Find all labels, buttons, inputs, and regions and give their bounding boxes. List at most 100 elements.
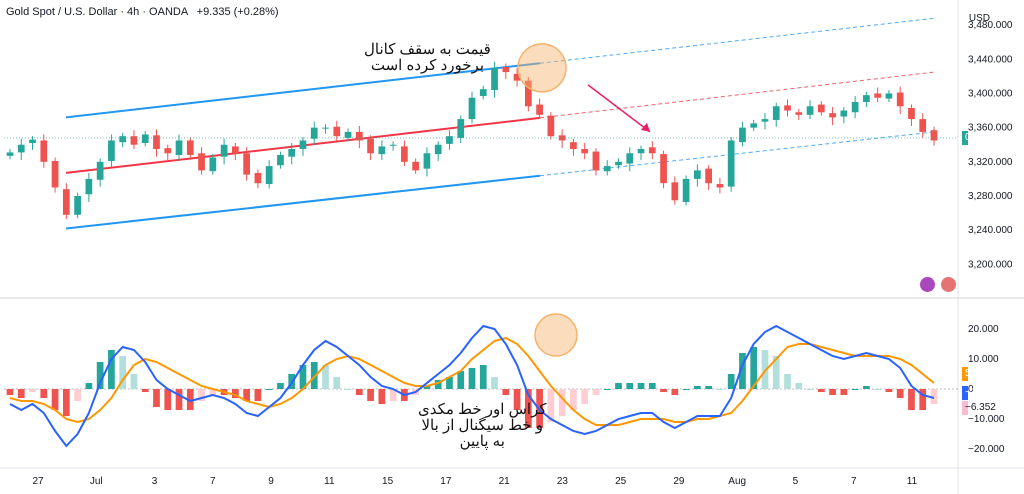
candle-body xyxy=(333,126,341,137)
candle-body xyxy=(367,138,374,154)
time-tick-label: 29 xyxy=(673,476,685,487)
candle-body xyxy=(175,140,183,155)
candle-body xyxy=(581,149,589,154)
histogram-bar xyxy=(851,389,859,390)
histogram-bar xyxy=(277,383,284,389)
price-tick-label: 3,280.000 xyxy=(968,191,1013,202)
histogram-bar xyxy=(908,389,915,410)
histogram-bar xyxy=(795,383,803,389)
candle-body xyxy=(626,153,634,164)
candle-body xyxy=(637,149,645,154)
us-flag-icon[interactable] xyxy=(941,277,957,293)
histogram-bar xyxy=(840,389,848,395)
candle-body xyxy=(524,80,532,107)
channel-top-highlight xyxy=(517,43,567,93)
annotation-line: قیمت به سقف کانال xyxy=(364,41,491,58)
candle-body xyxy=(74,196,81,215)
time-tick-label: 5 xyxy=(793,476,799,487)
lightning-icon[interactable] xyxy=(920,277,935,293)
histogram-bar xyxy=(423,386,431,389)
time-tick-label: 17 xyxy=(440,476,452,487)
candle-body xyxy=(344,131,352,138)
histogram-bar xyxy=(209,389,217,395)
candle-body xyxy=(502,66,510,73)
histogram-bar xyxy=(558,389,566,416)
histogram-bar xyxy=(119,356,127,389)
candle-body xyxy=(40,140,48,162)
candle-body xyxy=(739,127,746,143)
price-tick-label: 3,320.000 xyxy=(968,157,1013,168)
macd-tick-label: 0 xyxy=(968,384,974,395)
histogram-bar xyxy=(479,365,487,389)
candle-body xyxy=(434,144,442,155)
histogram-bar xyxy=(491,377,498,389)
histogram-bar xyxy=(74,389,81,401)
time-tick-label: 15 xyxy=(382,476,394,487)
candle-body xyxy=(355,131,363,141)
countdown-badge: 02:41:08 xyxy=(962,130,1004,145)
candle-body xyxy=(536,104,543,115)
histogram-bar xyxy=(772,356,780,389)
chart-header: Gold Spot / U.S. Dollar · 4h · OANDA +9.… xyxy=(6,6,279,18)
histogram-bar xyxy=(581,389,589,404)
annotation-channel-top: قیمت به سقف کانال برخورد کرده است xyxy=(364,42,491,74)
candle-body xyxy=(220,144,228,157)
candle-body xyxy=(570,142,577,149)
candle-body xyxy=(896,92,904,107)
histogram-bar xyxy=(232,389,239,398)
candle-body xyxy=(265,166,273,185)
candle-body xyxy=(378,146,386,155)
candle-body xyxy=(615,161,622,166)
downtrend-arrow xyxy=(587,84,651,133)
candle-body xyxy=(694,170,701,179)
candle-body xyxy=(863,95,870,102)
histogram-bar xyxy=(739,353,746,389)
candle-body xyxy=(401,146,408,162)
candle-body xyxy=(141,134,149,144)
candle-body xyxy=(423,153,431,169)
annotation-macd-cross: کراس اور خط مکدی و خط سیگنال از بالا به … xyxy=(418,402,547,450)
histogram-bar xyxy=(265,389,273,390)
candle-body xyxy=(468,97,476,120)
time-tick-label: 25 xyxy=(615,476,627,487)
candle-body xyxy=(829,113,836,118)
histogram-bar xyxy=(829,389,836,395)
histogram-bar xyxy=(863,386,870,389)
candle-body xyxy=(784,105,791,111)
candle-body xyxy=(930,130,938,141)
histogram-bar xyxy=(694,386,701,389)
histogram-bar xyxy=(750,347,758,389)
histogram-bar xyxy=(29,389,36,392)
candle-body xyxy=(885,93,893,99)
candle-body xyxy=(322,127,329,129)
candle-body xyxy=(716,184,724,188)
signal-line xyxy=(9,336,935,426)
time-tick-label: 11 xyxy=(907,476,918,487)
histogram-bar xyxy=(930,389,938,404)
histogram-bar xyxy=(761,350,769,389)
channel-upper-line-solid xyxy=(65,62,541,119)
histogram-bar xyxy=(153,389,160,407)
histogram-bar xyxy=(502,389,510,395)
channel-mid-line-dashed xyxy=(539,71,935,119)
candle-body xyxy=(446,136,453,144)
histogram-bar xyxy=(254,389,262,401)
histogram-bar xyxy=(727,374,735,389)
candle-body xyxy=(51,160,59,188)
histogram-bar xyxy=(671,389,679,395)
candle-body xyxy=(491,67,498,91)
candle-body xyxy=(671,182,679,201)
candle-body xyxy=(153,135,160,149)
histogram-bar xyxy=(17,389,25,398)
indicator-icons[interactable] xyxy=(920,276,958,294)
candle-body xyxy=(479,89,487,97)
candle-body xyxy=(705,168,712,184)
histogram-bar xyxy=(175,389,183,410)
candle-body xyxy=(62,189,70,215)
candle-body xyxy=(209,157,217,172)
candle-body xyxy=(772,106,780,120)
histogram-bar xyxy=(637,383,645,389)
histogram-bar xyxy=(446,377,453,389)
candle-body xyxy=(761,119,769,122)
